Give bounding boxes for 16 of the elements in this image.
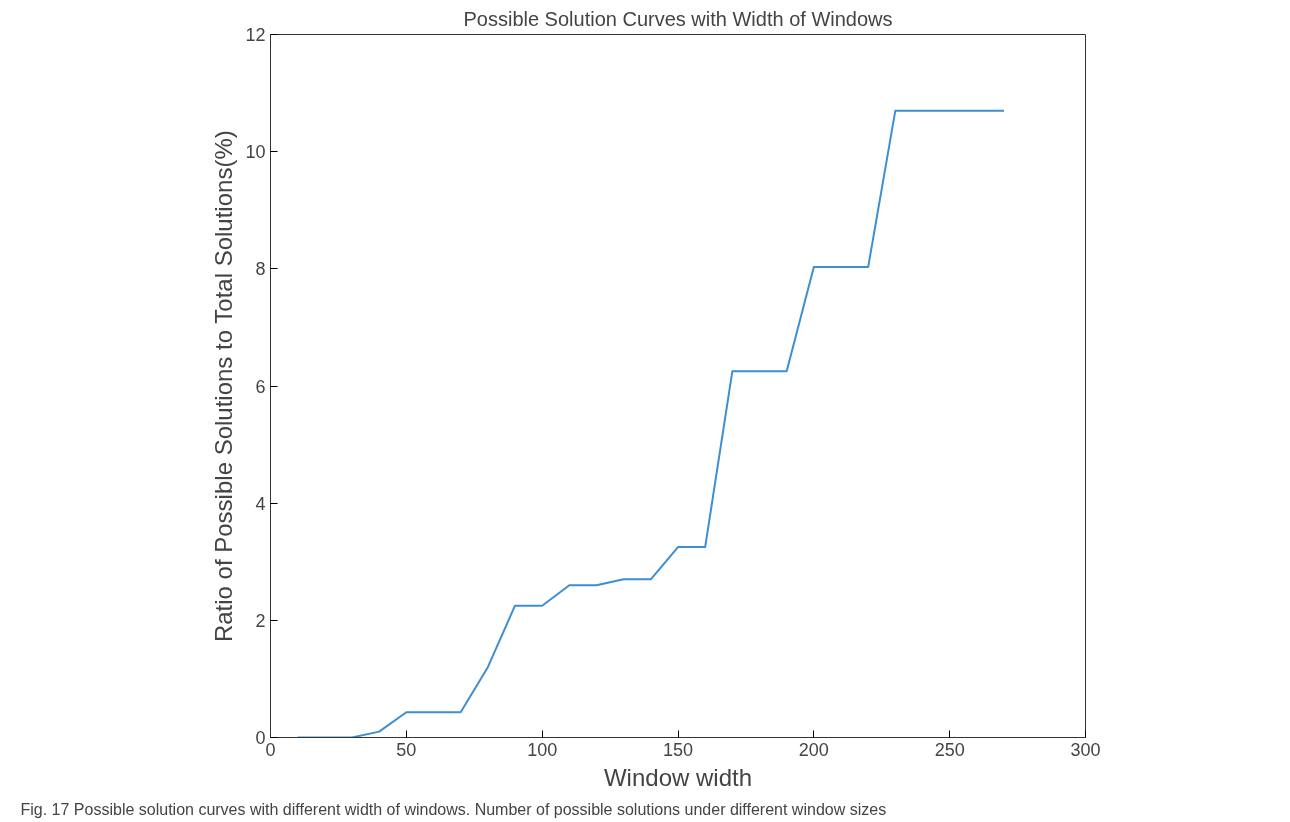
x-tick-label: 100 bbox=[527, 739, 558, 760]
x-tick-label: 50 bbox=[396, 739, 417, 760]
y-axis-title: Ratio of Possible Solutions to Total Solutions(%) bbox=[210, 130, 238, 643]
y-tick-label: 6 bbox=[255, 376, 266, 397]
x-axis-title: Window width bbox=[603, 763, 753, 791]
y-tick-label: 12 bbox=[245, 25, 266, 45]
caption: Fig. 17 Possible solution curves with different width of windows. Number of possible solutions under different window sizes bbox=[20, 800, 887, 818]
x-tick-label: 200 bbox=[798, 739, 829, 760]
chart-title: Possible Solution Curves with Width of Windows bbox=[463, 7, 893, 30]
y-tick-label: 8 bbox=[255, 259, 266, 280]
x-tick-label: 250 bbox=[934, 739, 965, 760]
y-tick-label: 10 bbox=[245, 142, 266, 163]
x-tick-label: 150 bbox=[662, 739, 694, 760]
y-tick-label: 4 bbox=[255, 493, 266, 514]
y-tick-label: 2 bbox=[255, 610, 266, 631]
x-tick-label: 300 bbox=[1070, 739, 1101, 760]
